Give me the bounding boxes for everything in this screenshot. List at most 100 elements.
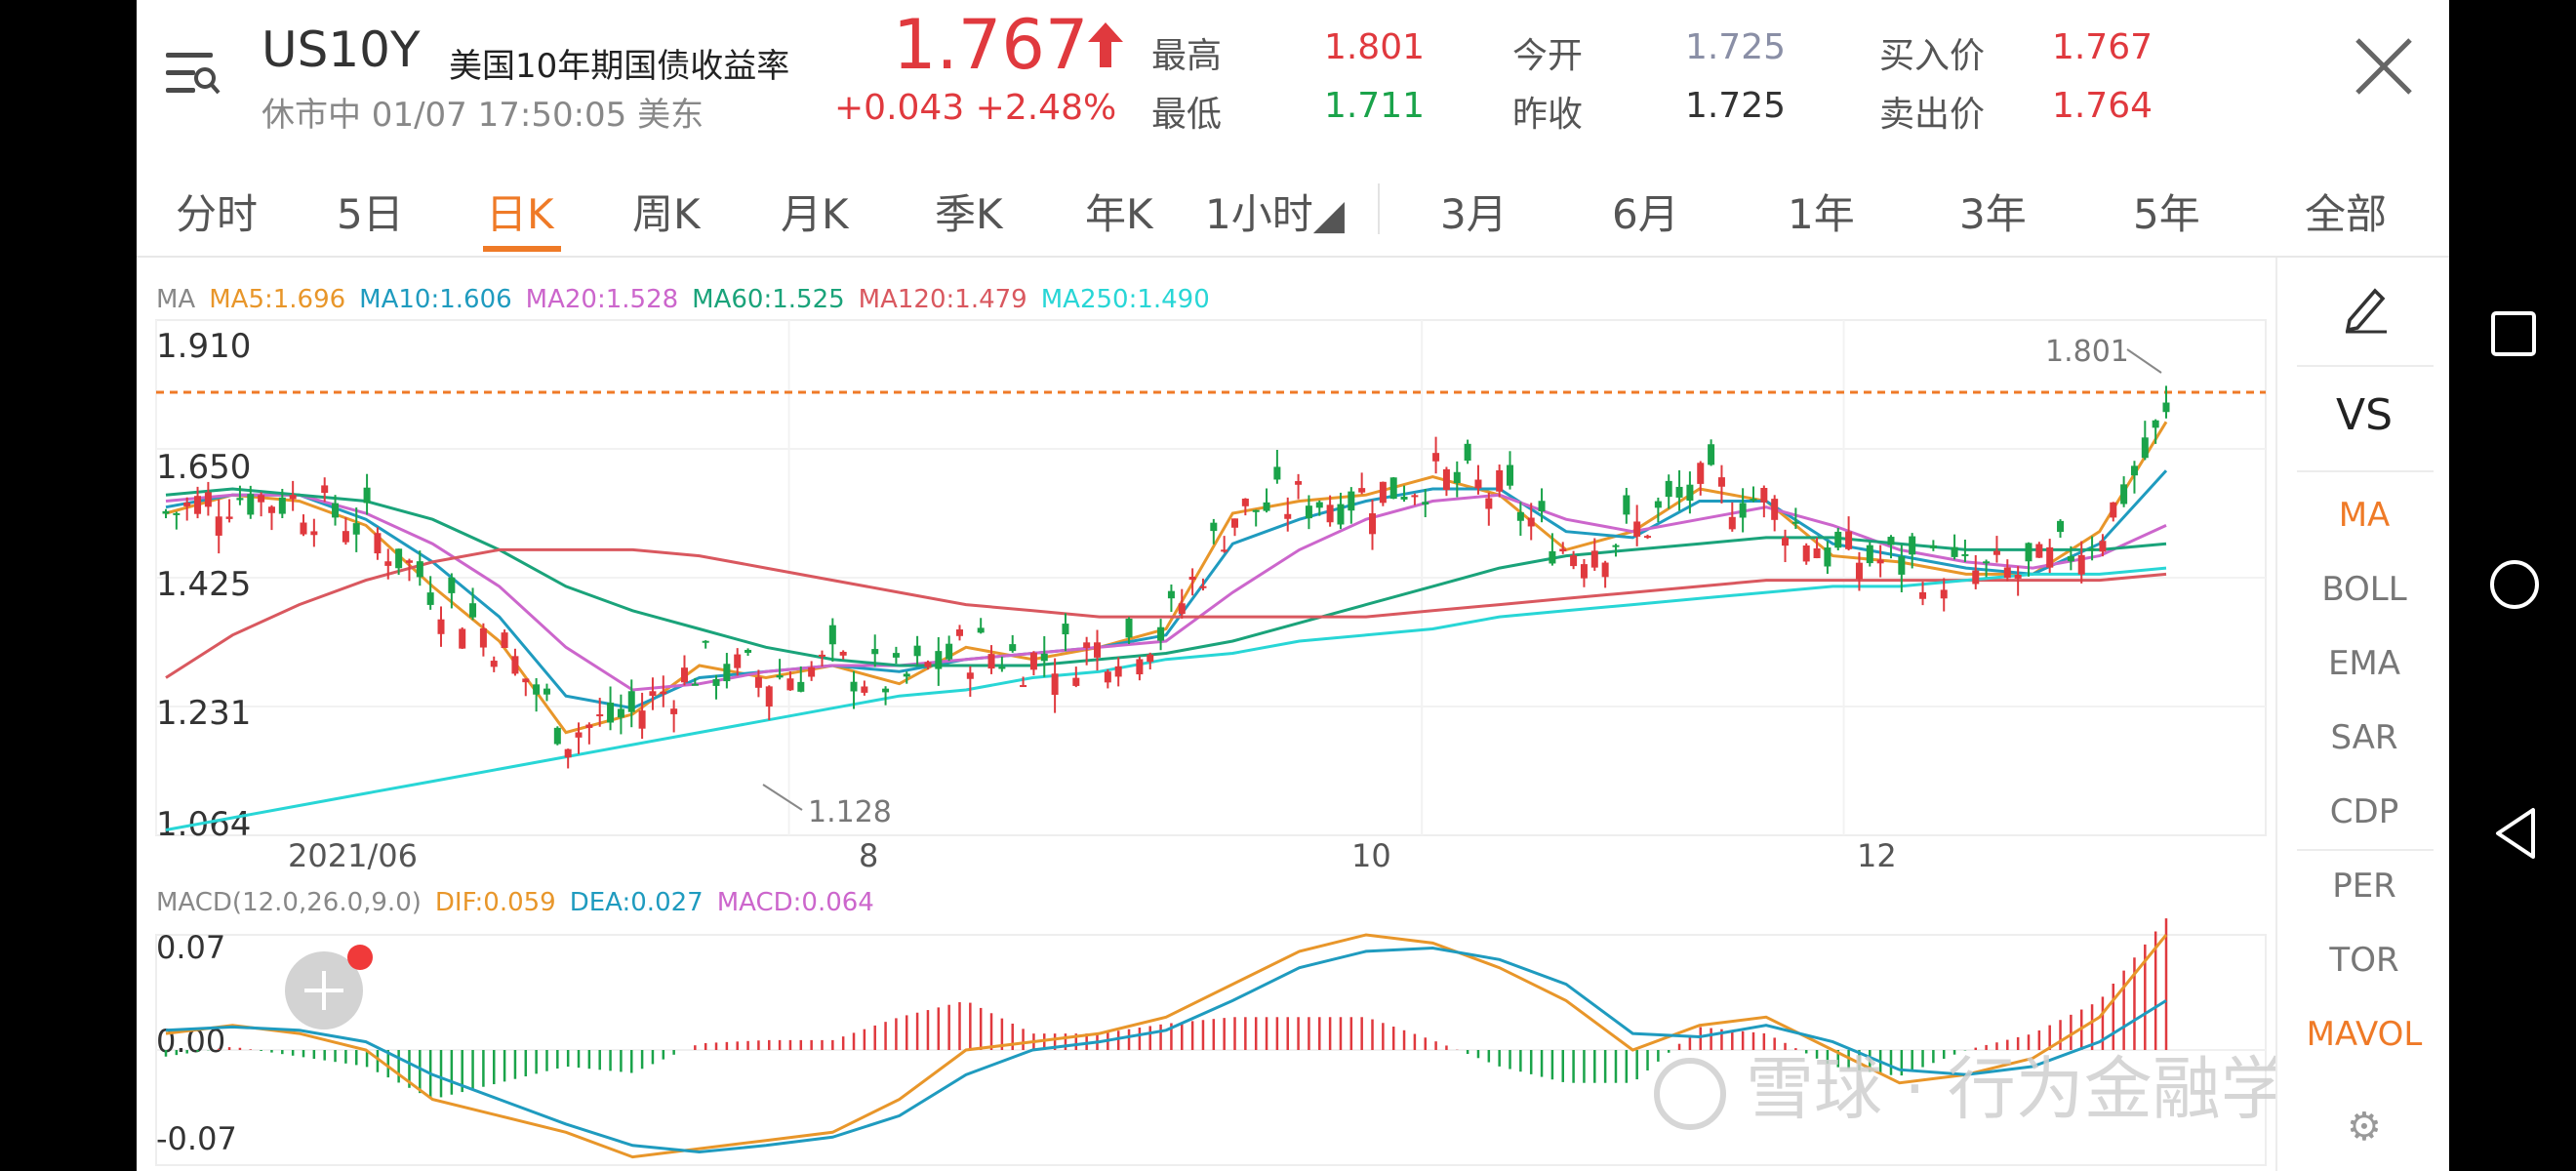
candle-body	[194, 496, 202, 514]
candle-body	[1824, 547, 1831, 567]
stat-value-2: 1.725	[1684, 27, 1786, 67]
indicator-sar[interactable]: SAR	[2330, 718, 2398, 757]
candle-body	[1802, 545, 1810, 562]
candle-body	[501, 632, 508, 649]
candle-body	[321, 485, 329, 494]
candle-body	[1389, 477, 1397, 500]
candle-body	[2152, 420, 2159, 428]
candle-body	[935, 651, 943, 669]
tab-period-12[interactable]: 5年	[2133, 190, 2200, 238]
tab-period-7[interactable]: 1小时◢	[1205, 190, 1346, 238]
tab-period-4[interactable]: 月K	[781, 190, 849, 238]
candle-body	[1708, 444, 1715, 465]
low-annotation: 1.128	[808, 795, 892, 829]
pencil-icon[interactable]	[2342, 283, 2391, 334]
stat-label-0: 最高	[1151, 36, 1223, 76]
x-tick-label: 8	[859, 837, 878, 874]
indicator-tor[interactable]: TOR	[2329, 941, 2399, 980]
candle-body	[1241, 498, 1249, 506]
candle-body	[405, 560, 413, 563]
candle-body	[1750, 499, 1757, 502]
candle-body	[162, 510, 170, 514]
candle-body	[1263, 502, 1270, 511]
circle-icon[interactable]	[2488, 558, 2541, 611]
settings-gear-icon[interactable]: ⚙	[2347, 1105, 2382, 1150]
indicator-ma[interactable]: MA	[2338, 496, 2391, 535]
candle-body	[1496, 469, 1504, 492]
tab-period-10[interactable]: 1年	[1788, 190, 1855, 238]
candle-body	[459, 628, 466, 649]
candle-body	[808, 666, 816, 677]
candle-body	[903, 673, 910, 677]
tab-period-0[interactable]: 分时	[176, 190, 259, 238]
candle-body	[374, 533, 382, 554]
ma-line-ma250	[165, 566, 2167, 831]
square-icon[interactable]	[2490, 310, 2537, 357]
candle-body	[2141, 437, 2149, 459]
indicator-cdp[interactable]: CDP	[2329, 792, 2399, 831]
candle-body	[1527, 517, 1535, 527]
candle-body	[745, 649, 752, 653]
menu-search-icon[interactable]	[166, 49, 221, 103]
tab-period-11[interactable]: 3年	[1959, 190, 2027, 238]
candle-body	[2110, 502, 2117, 518]
candle-body	[765, 686, 773, 707]
candle-body	[946, 643, 953, 660]
candle-body	[1136, 659, 1144, 675]
y-tick-label: 1.231	[156, 694, 251, 733]
ma-legend-item-4: MA60:1.525	[692, 285, 845, 314]
candle-body	[1791, 521, 1799, 524]
candle-body	[395, 548, 403, 569]
tab-period-3[interactable]: 周K	[632, 190, 701, 238]
candle-body	[1644, 536, 1652, 539]
candle-body	[913, 645, 921, 657]
tab-period-2[interactable]: 日K	[486, 190, 554, 238]
candle-body	[2014, 574, 2022, 579]
candle-body	[1580, 564, 1588, 579]
candle-body	[1188, 577, 1196, 581]
candle-body	[416, 561, 423, 578]
candle-body	[702, 640, 709, 643]
back-triangle-icon[interactable]	[2492, 806, 2539, 861]
candle-body	[1411, 495, 1419, 498]
indicator-ema[interactable]: EMA	[2327, 644, 2401, 683]
candle-body	[1972, 570, 1980, 585]
candle-body	[2088, 548, 2096, 551]
tab-period-6[interactable]: 年K	[1085, 190, 1153, 238]
tab-period-1[interactable]: 5日	[337, 190, 404, 238]
candle-body	[575, 732, 583, 738]
candle-body	[1072, 677, 1080, 686]
indicator-per[interactable]: PER	[2332, 867, 2396, 906]
tab-period-5[interactable]: 季K	[935, 190, 1003, 238]
candle-body	[1273, 466, 1281, 480]
candle-body	[1855, 562, 1863, 580]
stat-value-1: 1.711	[1323, 86, 1425, 126]
candle-body	[215, 516, 222, 536]
candle-body	[2162, 402, 2170, 413]
candle-body	[2025, 543, 2033, 562]
ma-legend-item-6: MA250:1.490	[1040, 285, 1210, 314]
candle-body	[426, 592, 434, 605]
candle-body	[1093, 642, 1101, 658]
tab-period-9[interactable]: 6月	[1612, 190, 1679, 238]
candle-body	[1125, 619, 1133, 638]
candle-body	[1485, 498, 1493, 509]
kline-chart[interactable]: 1.910 1.650 1.425 1.231 1.064 2021/06 8 10 12 1.8…	[137, 258, 2275, 1171]
candle-body	[850, 681, 858, 692]
candle-body	[511, 656, 519, 674]
indicator-mavol[interactable]: MAVOL	[2306, 1015, 2423, 1054]
candle-body	[776, 675, 784, 678]
vs-button[interactable]: VS	[2335, 390, 2394, 440]
candle-body	[1210, 522, 1218, 532]
indicator-boll[interactable]: BOLL	[2321, 570, 2407, 609]
tab-period-13[interactable]: 全部	[2305, 190, 2388, 238]
close-icon[interactable]	[2352, 34, 2416, 99]
tab-period-8[interactable]: 3月	[1440, 190, 1508, 238]
candle-body	[1051, 673, 1059, 695]
stat-label-5: 卖出价	[1879, 95, 1986, 135]
candle-body	[2130, 465, 2138, 476]
candle-body	[1029, 652, 1037, 670]
high-annotation-leader	[2126, 348, 2162, 374]
candle-body	[173, 512, 181, 515]
candle-body	[1919, 591, 1927, 599]
